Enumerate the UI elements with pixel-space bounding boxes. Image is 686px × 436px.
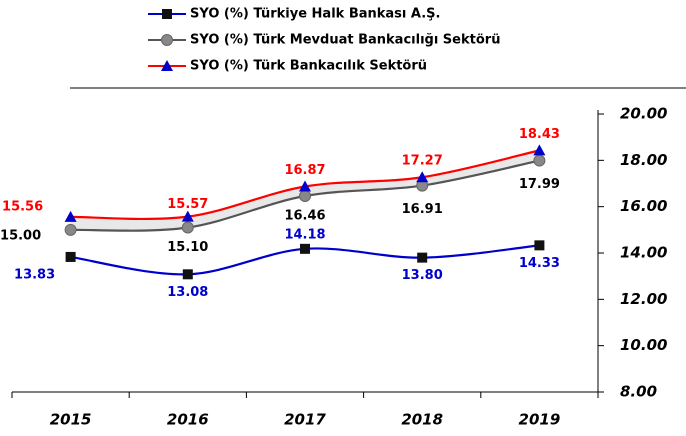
x-tick-label: 2015 — [50, 411, 92, 429]
data-label: 13.83 — [14, 267, 55, 282]
data-label: 15.56 — [2, 199, 43, 214]
point — [534, 240, 545, 251]
data-label: 15.10 — [167, 240, 208, 255]
data-label: 14.18 — [284, 227, 325, 242]
legend-marker — [161, 60, 173, 71]
y-tick-label: 18.00 — [620, 151, 667, 169]
point — [64, 223, 77, 236]
data-label: 17.27 — [402, 154, 443, 169]
point — [64, 210, 77, 222]
data-label: 13.08 — [167, 285, 208, 300]
point — [533, 154, 546, 167]
legend-marker — [161, 34, 173, 46]
y-tick-label: 14.00 — [620, 244, 667, 262]
point — [299, 190, 311, 203]
y-tick-label: 12.00 — [620, 290, 667, 308]
x-tick-label: 2016 — [167, 411, 209, 429]
point — [299, 180, 311, 192]
legend-label: SYO (%) Türkiye Halk Bankası A.Ş. — [190, 7, 440, 22]
point — [416, 171, 429, 183]
point — [181, 221, 194, 234]
data-label: 13.80 — [402, 268, 443, 283]
data-label: 18.43 — [519, 127, 560, 142]
y-tick-label: 16.00 — [620, 197, 667, 215]
y-tick-label: 8.00 — [620, 383, 657, 401]
point — [417, 252, 428, 263]
y-tick-label: 20.00 — [620, 105, 667, 123]
x-tick-label: 2018 — [401, 411, 443, 429]
x-tick-label: 2017 — [284, 411, 326, 429]
data-label: 16.91 — [402, 202, 443, 217]
point — [300, 243, 310, 254]
legend-label: SYO (%) Türk Bankacılık Sektörü — [190, 59, 427, 74]
data-label: 15.00 — [0, 228, 41, 243]
point — [533, 144, 546, 156]
legend-marker — [162, 9, 172, 19]
point — [182, 269, 193, 280]
data-label: 14.33 — [519, 256, 560, 271]
point — [65, 251, 76, 262]
data-label: 15.57 — [167, 197, 208, 212]
x-tick-label: 2019 — [519, 411, 561, 429]
y-tick-label: 10.00 — [620, 336, 667, 354]
data-label: 16.46 — [284, 209, 325, 224]
data-label: 17.99 — [519, 177, 560, 192]
legend-label: SYO (%) Türk Mevduat Bankacılığı Sektörü — [190, 33, 500, 48]
point — [181, 210, 194, 222]
data-label: 16.87 — [284, 163, 325, 178]
